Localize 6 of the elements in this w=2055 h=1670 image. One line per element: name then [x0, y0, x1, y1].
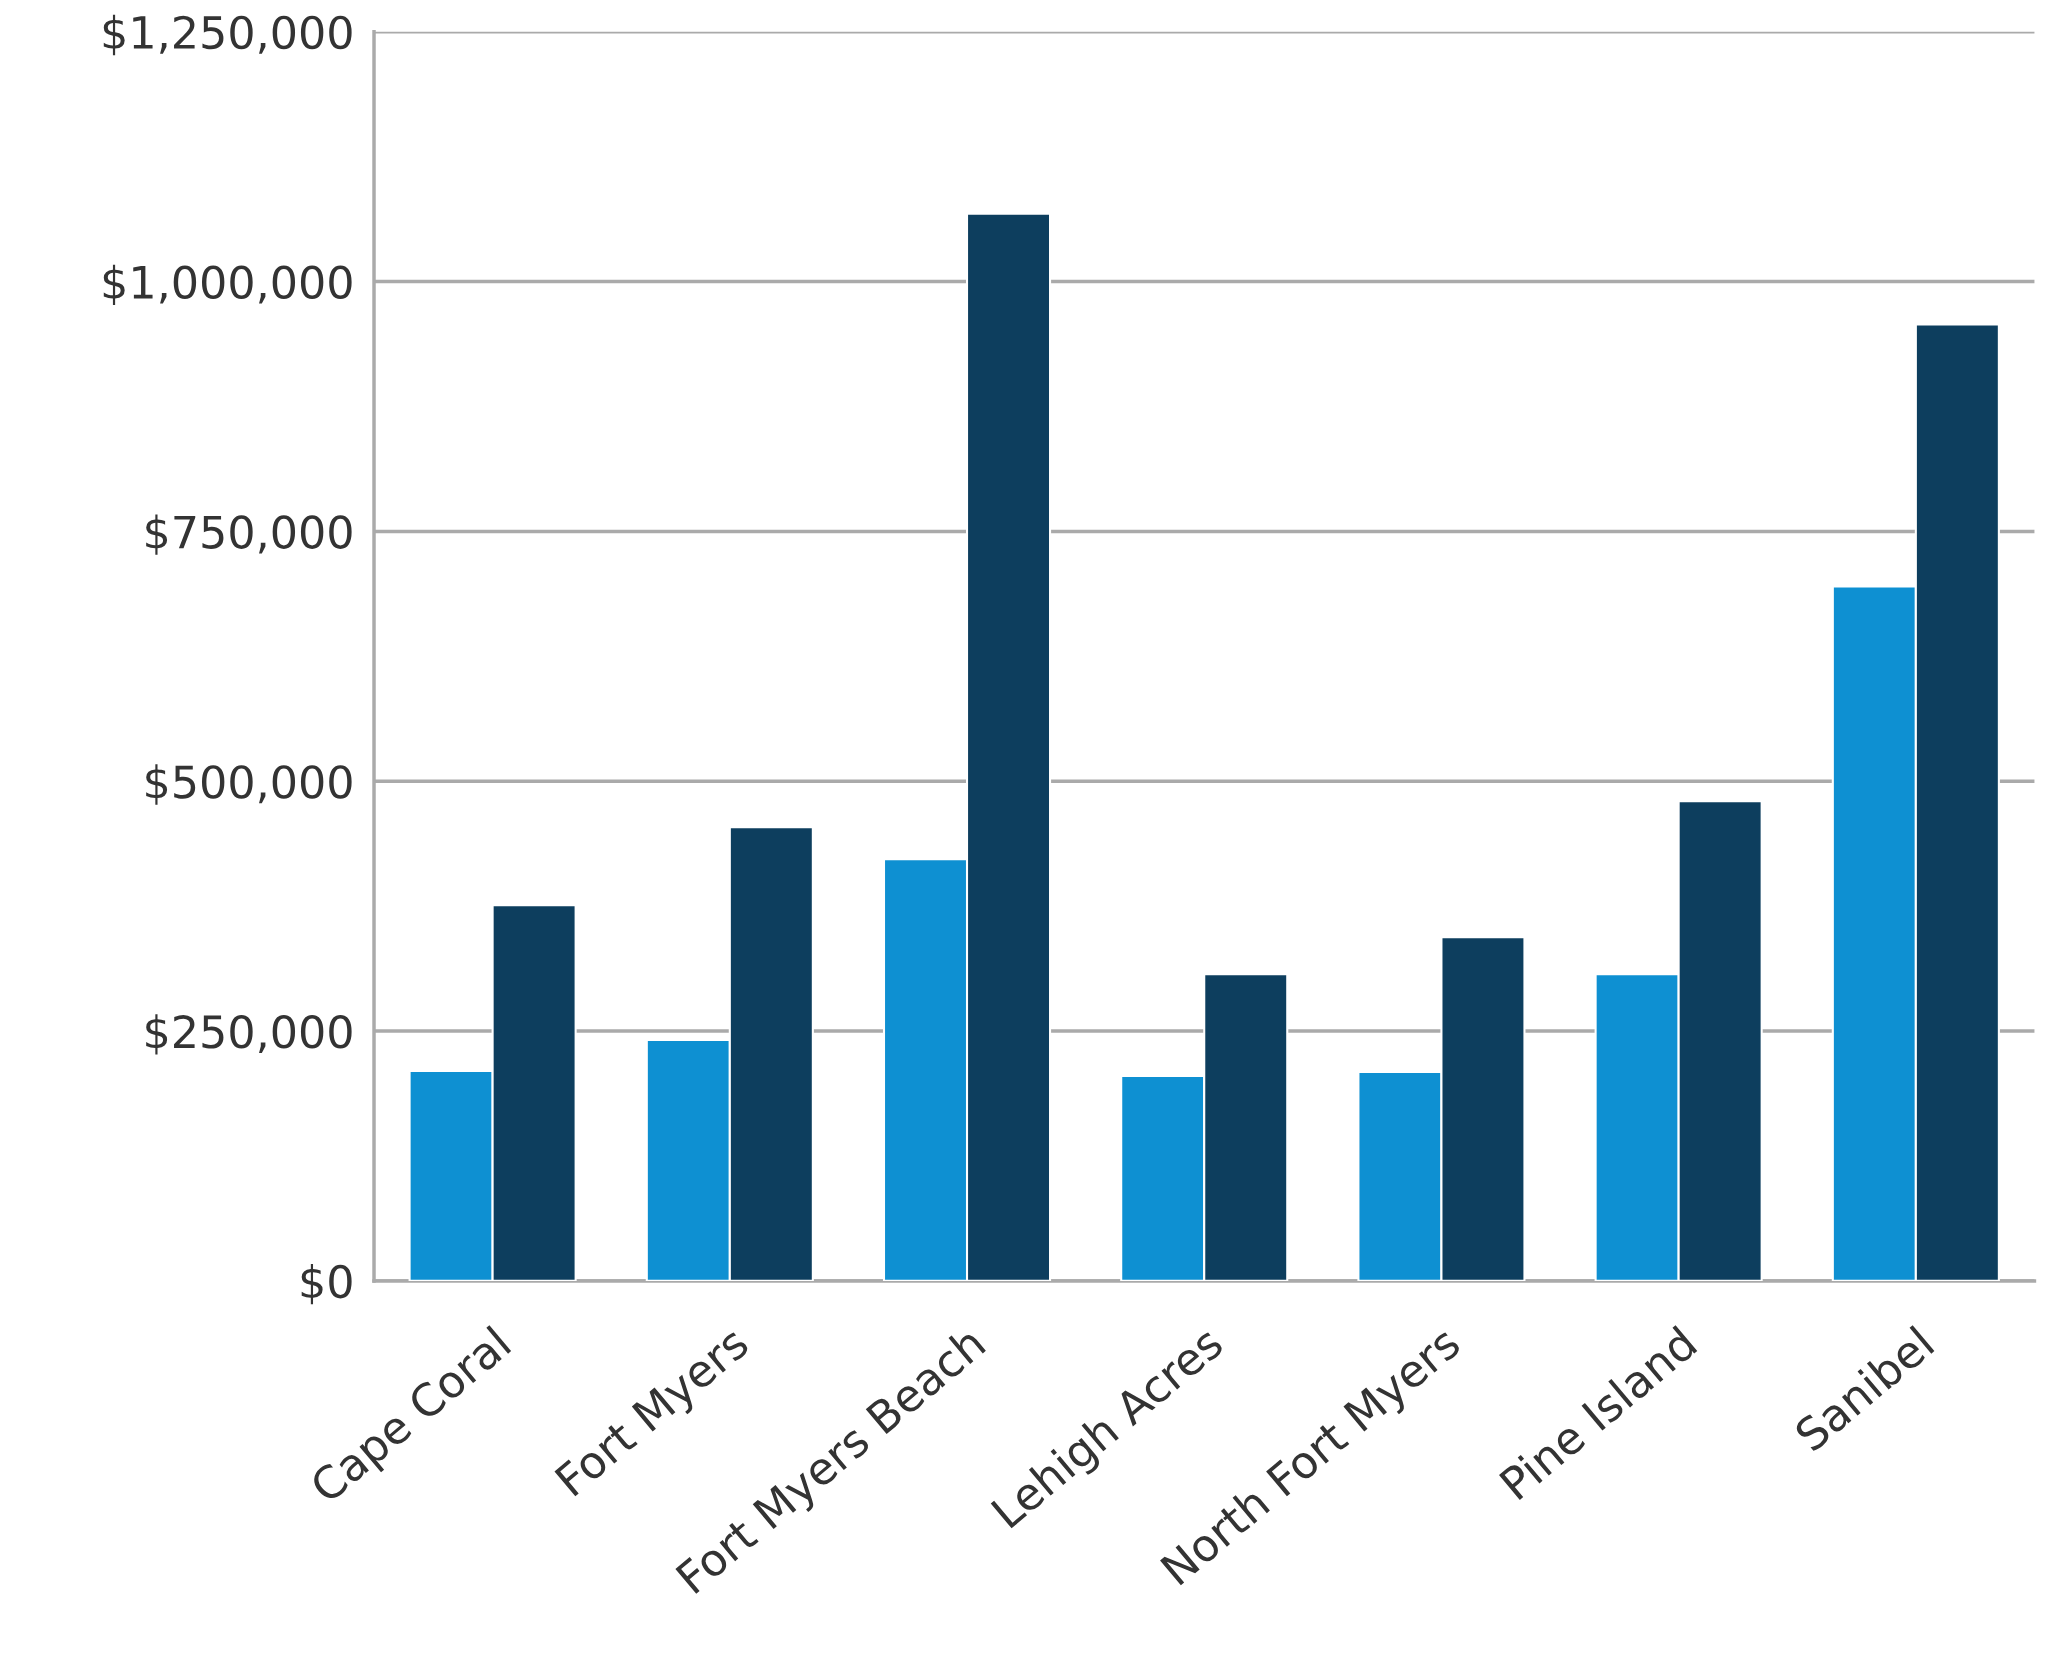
y-tick-label: $500,000	[146, 764, 352, 805]
y-tick-label: $0	[301, 1264, 352, 1305]
y-tick-label: $750,000	[146, 514, 352, 555]
y-tick-label: $250,000	[146, 1014, 352, 1055]
y-tick-label: $1,250,000	[103, 14, 352, 56]
y-tick-label: $1,000,000	[103, 264, 352, 305]
